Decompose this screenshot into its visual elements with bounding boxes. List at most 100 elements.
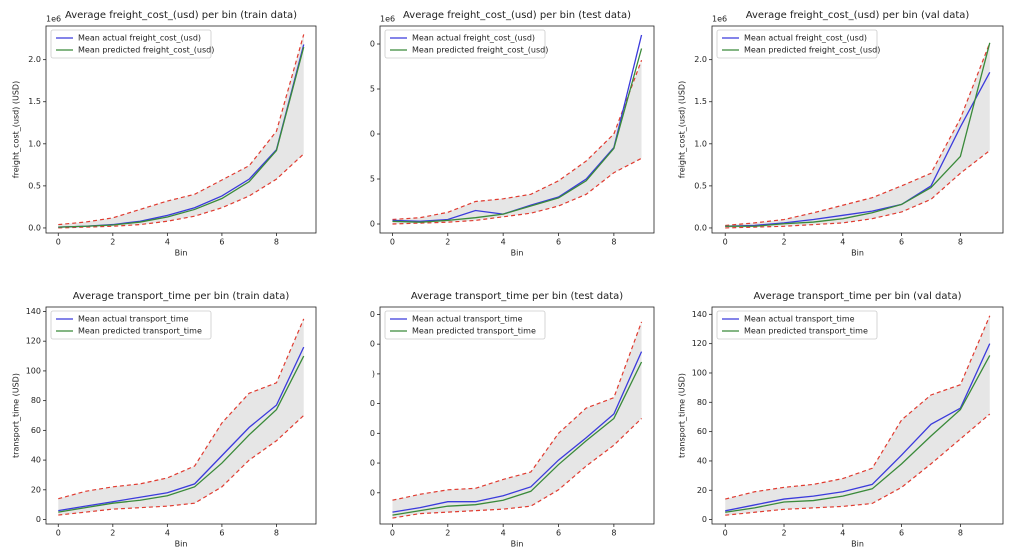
upper-bound-line — [392, 321, 643, 501]
plot-frame — [379, 306, 655, 525]
legend-box — [716, 310, 878, 340]
y-tick-label: 140 — [26, 307, 41, 316]
y-tick-label: 100 — [26, 366, 41, 375]
y-tick-label: 5 — [370, 85, 375, 94]
x-tick-label: 4 — [501, 238, 506, 247]
subplot: Average transport_time per bin (test dat… — [370, 291, 655, 549]
x-tick-label: 2 — [110, 238, 115, 247]
y-tick-label: 1.0 — [694, 139, 707, 148]
x-tick-label: 8 — [611, 529, 616, 538]
subplot: Average freight_cost_(usd) per bin (trai… — [12, 10, 317, 258]
band-fill — [725, 42, 990, 228]
x-tick-label: 6 — [219, 529, 224, 538]
x-tick-label: 6 — [899, 529, 904, 538]
x-tick-label: 4 — [840, 238, 845, 247]
offset-text: 1e6 — [46, 15, 61, 24]
x-axis-label: Bin — [851, 540, 864, 549]
band-fill — [392, 60, 642, 225]
chart-title: Average freight_cost_(usd) per bin (val … — [746, 10, 970, 21]
chart-title: Average transport_time per bin (val data… — [754, 291, 962, 302]
upper-bound-line — [58, 34, 305, 226]
y-tick-label: 1.5 — [28, 97, 41, 106]
series-line — [725, 343, 991, 512]
legend-box — [50, 310, 212, 340]
legend-label: Mean predicted transport_time — [744, 327, 868, 336]
legend-box — [384, 310, 546, 340]
y-tick-label: 1.5 — [694, 97, 707, 106]
y-tick-label: 0 — [370, 488, 375, 497]
x-tick-label: 0 — [723, 529, 728, 538]
series-line — [725, 355, 991, 513]
legend-label: Mean predicted transport_time — [412, 327, 536, 336]
subplot: Average transport_time per bin (train da… — [12, 291, 317, 549]
x-tick-label: 6 — [219, 238, 224, 247]
x-tick-label: 0 — [56, 238, 61, 247]
lower-bound-line — [392, 418, 642, 519]
plot-frame — [379, 25, 655, 234]
y-axis-label: transport_time (USD) — [678, 373, 687, 458]
series-line — [392, 34, 643, 222]
x-tick-label: 6 — [556, 238, 561, 247]
upper-bound-line — [58, 318, 305, 500]
y-tick-label: 0 — [370, 459, 375, 468]
x-tick-label: 0 — [390, 529, 395, 538]
x-tick-label: 4 — [165, 238, 170, 247]
x-tick-label: 8 — [274, 529, 279, 538]
y-axis-label: freight_cost_(usd) (USD) — [12, 81, 21, 178]
y-tick-label: 80 — [31, 396, 41, 405]
y-tick-label: 0 — [370, 130, 375, 139]
series-line — [392, 351, 643, 513]
x-tick-label: 2 — [445, 238, 450, 247]
legend-label: Mean predicted freight_cost_(usd) — [78, 46, 214, 55]
y-tick-label: 0.0 — [694, 223, 707, 232]
y-tick-label: ) — [372, 369, 375, 378]
series-line — [58, 346, 305, 512]
y-tick-label: 0 — [702, 515, 707, 524]
legend-box — [716, 29, 878, 59]
series-line — [725, 42, 991, 227]
y-tick-label: 2.0 — [694, 55, 707, 64]
x-tick-label: 0 — [723, 238, 728, 247]
y-tick-label: 0.5 — [694, 181, 707, 190]
offset-text: 1e6 — [712, 15, 727, 24]
y-tick-label: 140 — [692, 310, 707, 319]
upper-bound-line — [392, 59, 643, 221]
series-line — [58, 46, 305, 228]
lower-bound-line — [725, 413, 991, 516]
y-tick-label: 120 — [26, 337, 41, 346]
legend-label: Mean actual freight_cost_(usd) — [78, 34, 201, 43]
x-tick-label: 0 — [390, 238, 395, 247]
x-tick-label: 2 — [445, 529, 450, 538]
y-tick-label: 0.0 — [28, 223, 41, 232]
x-tick-label: 4 — [501, 529, 506, 538]
subplot: Average transport_time per bin (val data… — [678, 291, 1004, 549]
x-axis-label: Bin — [511, 249, 524, 258]
y-axis-label: freight_cost_(usd) (USD) — [678, 81, 687, 178]
x-axis-label: Bin — [851, 249, 864, 258]
band-fill — [58, 318, 304, 516]
y-tick-label: 1.0 — [28, 139, 41, 148]
subplot: Average freight_cost_(usd) per bin (val … — [678, 10, 1004, 258]
legend-label: Mean actual freight_cost_(usd) — [412, 34, 535, 43]
y-tick-label: 60 — [31, 426, 41, 435]
legend-label: Mean predicted freight_cost_(usd) — [744, 46, 880, 55]
plot-frame — [45, 25, 317, 234]
y-tick-label: 40 — [31, 456, 41, 465]
y-tick-label: 0 — [370, 40, 375, 49]
legend-label: Mean predicted freight_cost_(usd) — [412, 46, 548, 55]
chart-title: Average freight_cost_(usd) per bin (test… — [403, 10, 631, 21]
y-tick-label: 20 — [31, 485, 41, 494]
y-tick-label: 80 — [697, 398, 707, 407]
band-fill — [58, 34, 304, 228]
x-tick-label: 8 — [274, 238, 279, 247]
x-tick-label: 8 — [958, 529, 963, 538]
plot-frame — [45, 306, 317, 525]
legend-label: Mean predicted transport_time — [78, 327, 202, 336]
y-tick-label: 0 — [370, 340, 375, 349]
x-tick-label: 4 — [165, 529, 170, 538]
y-axis-label: transport_time (USD) — [12, 373, 21, 458]
y-tick-label: 0 — [370, 220, 375, 229]
y-tick-label: 2.0 — [28, 55, 41, 64]
x-tick-label: 4 — [840, 529, 845, 538]
y-tick-label: 40 — [697, 456, 707, 465]
